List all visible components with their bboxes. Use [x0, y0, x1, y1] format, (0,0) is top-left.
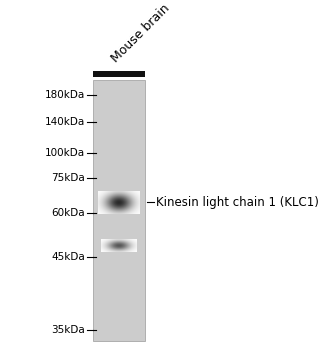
Text: 45kDa: 45kDa [52, 252, 85, 262]
Text: Mouse brain: Mouse brain [109, 2, 172, 65]
Bar [93, 80, 145, 341]
Text: Kinesin light chain 1 (KLC1): Kinesin light chain 1 (KLC1) [156, 196, 319, 209]
Text: 35kDa: 35kDa [52, 324, 85, 335]
Text: 75kDa: 75kDa [52, 173, 85, 183]
Text: 180kDa: 180kDa [45, 90, 85, 100]
Text: 60kDa: 60kDa [52, 208, 85, 218]
Text: 100kDa: 100kDa [45, 148, 85, 158]
Text: 140kDa: 140kDa [45, 117, 85, 127]
Bar [93, 71, 145, 77]
